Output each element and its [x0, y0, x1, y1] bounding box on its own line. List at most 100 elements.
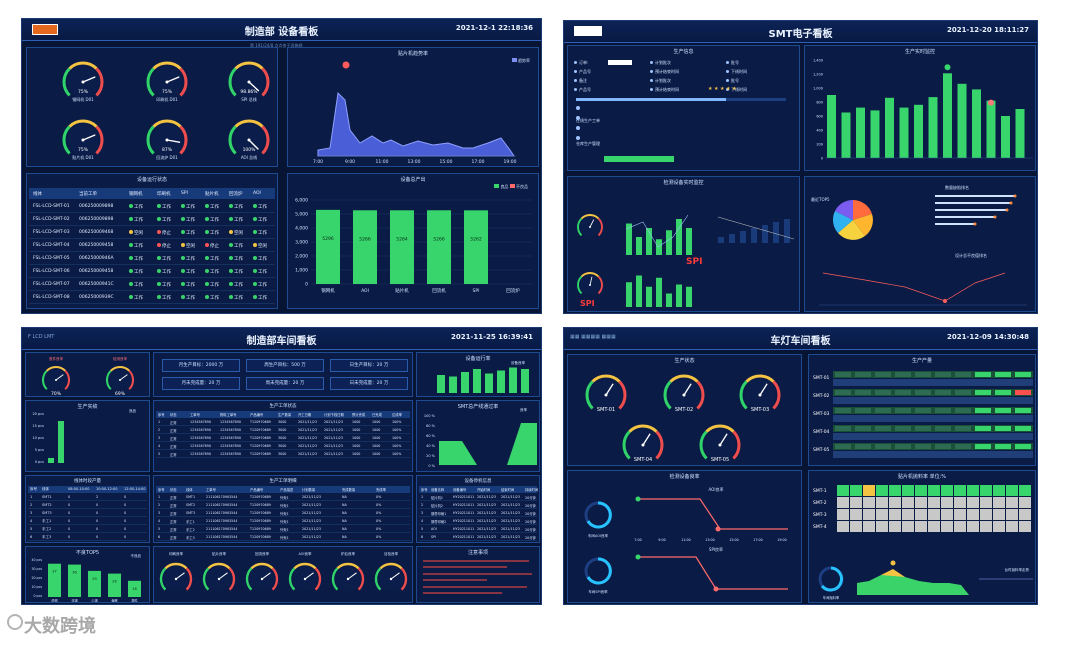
- status-dot: [129, 230, 133, 234]
- header-cell: 完成率: [376, 488, 386, 492]
- cell: 1234567890: [220, 444, 241, 448]
- output-cell: [935, 372, 951, 377]
- gauge-box: 75% 钢网机 D01 75% 印刷机 D01 98.86% SPI 总线 75% 贴片机 D…: [26, 47, 278, 167]
- row-label: SMT-4: [813, 524, 827, 530]
- mini-bar: [636, 237, 642, 255]
- heat-cell: [993, 521, 1005, 532]
- table-row: FSL-LCD-SMT-01 006250009898 工作 工作 工作 工作 工作 工作: [29, 201, 275, 213]
- equip-rate-svg: 设备良率: [437, 360, 529, 393]
- status-dot: [205, 230, 209, 234]
- x-tick: 9:00: [345, 159, 355, 165]
- heat-cell: [902, 485, 914, 496]
- status-text: 工作: [162, 205, 171, 210]
- mini-bar: [626, 282, 632, 307]
- y-tick: 30 pcs: [31, 567, 42, 571]
- output-bar: [353, 210, 377, 284]
- heat-cell: [863, 485, 875, 496]
- status-text: 工作: [234, 257, 243, 262]
- heat-cell: [928, 521, 940, 532]
- table-row: 2 贴片机2 HY20211011 2021/11/23 2021/11/23 20分钟: [419, 502, 537, 509]
- watermark: 大数跨境: [24, 616, 96, 637]
- status-dot: [253, 230, 257, 234]
- status-text: 空闲: [234, 231, 243, 236]
- realtime-bar: [957, 83, 967, 158]
- cell: SMT3: [42, 511, 52, 515]
- heat-cell: [980, 521, 992, 532]
- info-field: 计划批次: [650, 78, 671, 84]
- heat-cell: [928, 497, 940, 508]
- prod-bar-title: 生产实绩: [77, 404, 98, 410]
- cell: FSL-LCD-SMT-03: [33, 230, 70, 235]
- mini-gauge-1: [577, 214, 603, 237]
- mini-bar: [656, 277, 662, 307]
- info-bullet: [650, 79, 653, 82]
- status-dot: [181, 282, 185, 286]
- status-text: 空闲: [186, 244, 195, 249]
- line-label: SMT-03: [813, 411, 830, 417]
- status-cell: 工作: [229, 295, 243, 301]
- heat-cell: [941, 485, 953, 496]
- y-tick: 100 %: [424, 414, 436, 418]
- cell: 2021/11/23: [477, 535, 497, 539]
- cell: 20分钟: [525, 520, 536, 524]
- table-row: 2 正常 SMT2 211106170905544 T120970689 外壳1 2021/…: [156, 502, 410, 509]
- cell: 手工1: [42, 519, 52, 523]
- status-cell: 工作: [157, 217, 171, 223]
- status-cell: 工作: [157, 256, 171, 262]
- mini-bar: [666, 293, 672, 307]
- smt-gauge: [585, 374, 627, 411]
- detect-yield-title: 检测设备良率: [669, 474, 700, 480]
- cell: 2021/11/23: [324, 444, 344, 448]
- cell: NA: [342, 535, 347, 539]
- cell: 手工3: [186, 536, 195, 540]
- header-bar: 制造部 设备看板 2021-12-1 22:18:36: [22, 19, 541, 41]
- cell: FSL-LCD-SMT-01: [33, 204, 70, 209]
- status-cell: 工作: [181, 204, 195, 210]
- realtime-bar: [972, 89, 981, 158]
- output-cell: [875, 372, 891, 377]
- status-dot: [181, 256, 185, 260]
- table-row: 1 正常 SMT1 211106170905544 T120970689 外壳1 2021/…: [156, 494, 410, 501]
- output-cell: [955, 390, 971, 395]
- target-stat: 日生产目标：20 万: [330, 359, 408, 372]
- status-cell: 工作: [229, 243, 243, 249]
- radio-icon: [576, 136, 580, 140]
- heat-cell: [863, 497, 875, 508]
- gauge-value: 98.86%: [240, 89, 258, 95]
- realtime-bar: [1015, 109, 1025, 158]
- output-cell: [1015, 444, 1031, 449]
- spi-label-2: SPI: [580, 299, 595, 308]
- cell: 20分钟: [525, 536, 536, 540]
- status-text: 工作: [134, 205, 143, 210]
- info-key: 订单:: [579, 60, 589, 65]
- cell: 1000: [372, 420, 381, 424]
- info-key: 批号: [731, 78, 739, 83]
- table-row: 2 正常 1234567890 1234567890 T120970689 3000 202…: [156, 427, 410, 434]
- cell: 1234567890: [220, 420, 241, 424]
- output-cell: [975, 390, 991, 395]
- output-cell: [855, 426, 871, 431]
- x-tick: 19:00: [777, 538, 787, 542]
- info-bullet: [574, 70, 577, 73]
- status-cell: 工作: [129, 204, 143, 210]
- status-dot: [253, 217, 257, 221]
- y-tick: 0: [821, 157, 823, 161]
- y-tick: 2,000: [295, 254, 308, 260]
- status-dot: [229, 282, 233, 286]
- header-cell: 线体: [186, 488, 193, 492]
- info-bullet: [574, 61, 577, 64]
- y-tick: 400: [816, 129, 823, 133]
- output-legend: 良品 不良品: [494, 184, 528, 190]
- cell: 20分钟: [525, 512, 536, 516]
- defect-bar: [48, 563, 61, 597]
- cell: 2021/11/23: [302, 535, 322, 539]
- cell: 外壳1: [280, 504, 289, 508]
- ring-label: 车间SPI良率: [588, 589, 608, 594]
- output-cell: [995, 426, 1011, 431]
- status-text: 工作: [234, 296, 243, 301]
- heat-cell: [915, 485, 927, 496]
- mini-bar: [676, 219, 682, 255]
- table-row: 6 手工3 0 0 0: [28, 534, 147, 541]
- status-text: 工作: [162, 257, 171, 262]
- prod-bar: [58, 421, 64, 463]
